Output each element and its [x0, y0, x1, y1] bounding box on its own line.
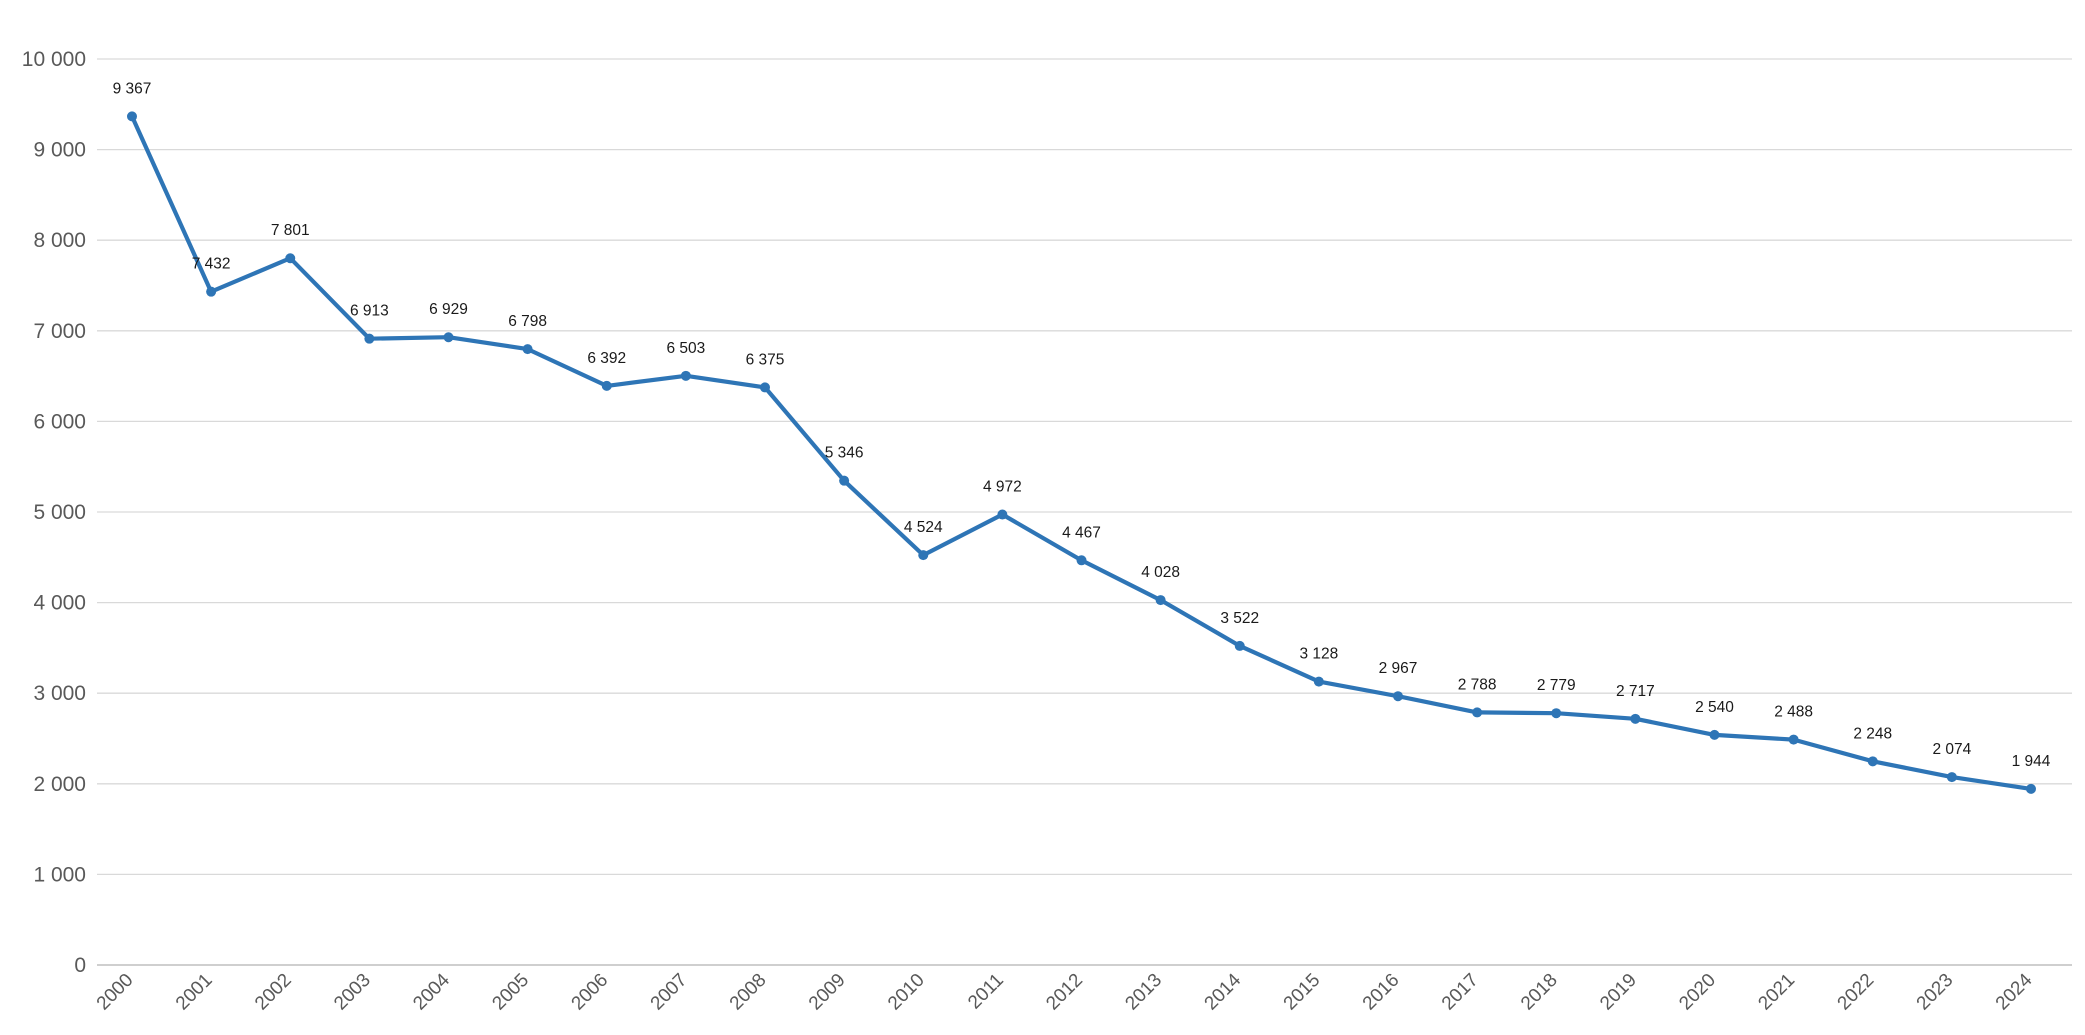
- data-label: 9 367: [113, 80, 152, 97]
- x-tick-label: 2020: [1675, 970, 1720, 1015]
- data-point: [918, 550, 929, 561]
- x-tick-label: 2021: [1754, 970, 1799, 1015]
- data-point: [839, 475, 850, 486]
- y-tick-label: 8 000: [33, 229, 86, 252]
- x-tick-label: 2005: [488, 970, 533, 1015]
- data-point: [680, 370, 691, 381]
- x-tick-label: 2001: [172, 970, 217, 1015]
- x-tick-label: 2008: [726, 970, 771, 1015]
- y-axis-ticks: 0 1 000 2 000 3 000 4 000 5 000 6 000 7 000 8 00…: [22, 48, 86, 977]
- data-label: 2 788: [1458, 676, 1497, 693]
- x-tick-label: 2019: [1596, 970, 1641, 1015]
- y-tick-label: 3 000: [33, 682, 86, 705]
- x-tick-label: 2000: [93, 970, 138, 1015]
- data-label: 2 540: [1695, 699, 1734, 716]
- y-tick-label: 5 000: [33, 501, 86, 524]
- grid-lines: [97, 58, 2072, 876]
- x-tick-label: 2016: [1359, 970, 1404, 1015]
- x-tick-label: 2012: [1042, 970, 1087, 1015]
- data-label: 6 798: [508, 313, 547, 330]
- data-point: [1788, 734, 1799, 745]
- x-tick-label: 2006: [568, 970, 613, 1015]
- x-tick-label: 2017: [1438, 970, 1483, 1015]
- data-label: 2 779: [1537, 677, 1576, 694]
- data-point: [206, 286, 217, 297]
- x-tick-label: 2023: [1913, 970, 1958, 1015]
- x-tick-label: 2002: [251, 970, 296, 1015]
- data-label: 6 929: [429, 301, 468, 318]
- data-point: [997, 509, 1008, 520]
- y-tick-label: 7 000: [33, 320, 86, 343]
- y-tick-label: 4 000: [33, 592, 86, 615]
- series: [127, 111, 2036, 794]
- data-label: 2 717: [1616, 683, 1655, 700]
- y-tick-label: 0: [74, 954, 86, 977]
- data-point: [1313, 676, 1324, 687]
- data-point: [1234, 640, 1245, 651]
- data-point: [364, 333, 375, 344]
- x-tick-label: 2010: [884, 970, 929, 1015]
- x-tick-label: 2024: [1992, 969, 2037, 1014]
- data-label: 6 375: [746, 351, 785, 368]
- data-point: [1393, 691, 1403, 702]
- data-label: 5 346: [825, 445, 864, 462]
- data-point: [443, 332, 454, 343]
- data-label: 6 392: [587, 350, 626, 367]
- data-label: 4 467: [1062, 524, 1101, 541]
- x-tick-label: 2009: [805, 970, 850, 1015]
- data-label: 7 432: [192, 256, 231, 273]
- y-tick-label: 9 000: [33, 139, 86, 162]
- y-tick-label: 2 000: [33, 773, 86, 796]
- x-tick-label: 2013: [1121, 970, 1166, 1015]
- data-point: [1551, 708, 1562, 719]
- x-tick-label: 2018: [1517, 970, 1562, 1015]
- data-point: [1630, 713, 1641, 724]
- data-point: [127, 111, 137, 122]
- data-point: [1867, 756, 1878, 767]
- x-tick-label: 2011: [964, 970, 1008, 1014]
- data-labels: 9 367 7 432 7 801 6 913 6 929 6 798 6 392 6 503…: [113, 80, 2051, 770]
- x-tick-label: 2015: [1280, 970, 1325, 1015]
- data-point: [1472, 707, 1483, 718]
- data-point: [1946, 772, 1957, 783]
- y-tick-label: 10 000: [22, 48, 86, 71]
- data-label: 3 128: [1299, 646, 1338, 663]
- data-label: 2 488: [1774, 704, 1813, 721]
- data-label: 3 522: [1220, 610, 1259, 627]
- data-label: 2 248: [1853, 725, 1892, 742]
- data-point: [2026, 783, 2036, 794]
- data-label: 1 944: [2012, 753, 2051, 770]
- series-line: [129, 114, 2034, 792]
- data-label: 6 503: [666, 340, 705, 357]
- x-tick-label: 2004: [409, 969, 454, 1014]
- x-tick-label: 2003: [330, 970, 375, 1015]
- data-label: 4 028: [1141, 564, 1180, 581]
- data-label: 4 972: [983, 479, 1022, 496]
- data-point: [285, 253, 296, 264]
- data-point: [1076, 555, 1087, 566]
- x-tick-label: 2022: [1834, 970, 1879, 1015]
- data-point: [522, 344, 533, 355]
- x-tick-label: 2014: [1201, 969, 1246, 1014]
- x-axis-ticks: 2000 2001 2002 2003 2004 2005 2006 2007 2008 2009…: [93, 969, 2037, 1014]
- data-point: [760, 382, 770, 393]
- data-label: 7 801: [271, 222, 310, 239]
- data-point: [1155, 595, 1166, 606]
- data-point: [1709, 729, 1720, 740]
- data-label: 2 967: [1379, 660, 1418, 677]
- x-tick-label: 2007: [647, 970, 692, 1015]
- y-tick-label: 1 000: [33, 863, 86, 886]
- data-label: 4 524: [904, 519, 943, 536]
- data-label: 6 913: [350, 303, 389, 320]
- data-point: [601, 380, 612, 391]
- y-tick-label: 6 000: [33, 410, 86, 433]
- data-label: 2 074: [1932, 741, 1971, 758]
